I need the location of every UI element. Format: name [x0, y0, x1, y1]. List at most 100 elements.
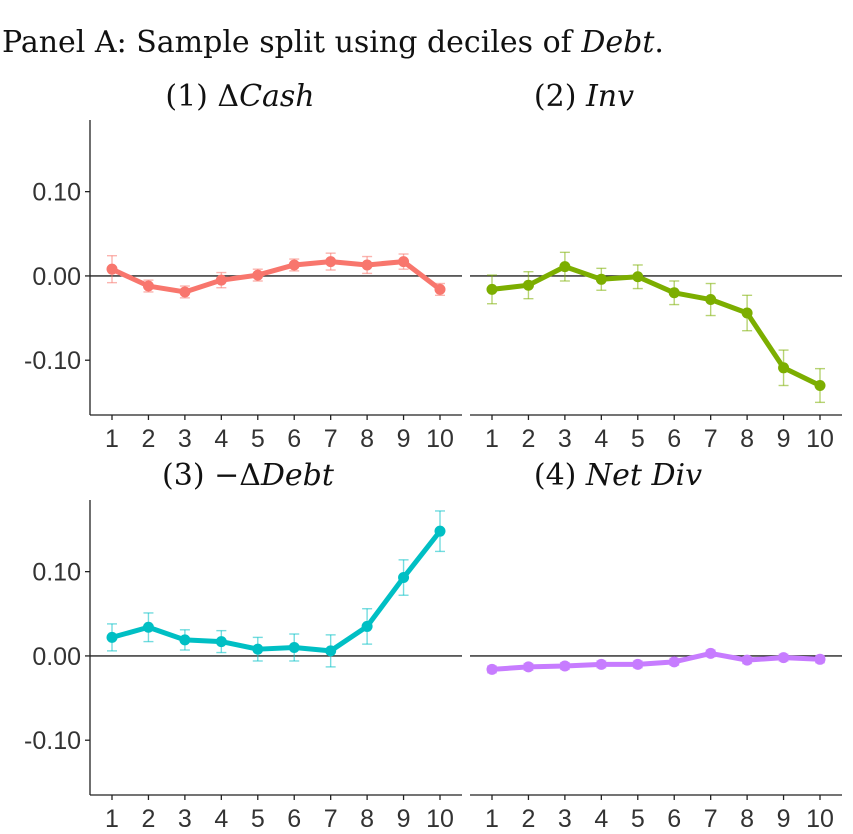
x-tick-label: 3 [178, 805, 192, 833]
panel-title-italic: Inv [585, 79, 634, 114]
data-point [398, 256, 410, 268]
x-tick-label: 8 [360, 425, 374, 453]
x-tick-label: 3 [558, 805, 572, 833]
data-point [632, 271, 644, 283]
data-point [288, 259, 300, 271]
panel-3: (3) −ΔDebt 0.10 0.00 -0.10 1 2 3 4 5 6 7 8 9 10 [24, 458, 462, 833]
y-tick-label: -0.10 [24, 727, 81, 755]
panel-title-italic: Net Div [585, 458, 702, 493]
data-point [741, 307, 753, 319]
x-tick-label: 10 [426, 425, 454, 453]
y-tick-label: 0.00 [32, 643, 81, 671]
data-point [106, 631, 118, 643]
panel-title-symbol: Δ [217, 79, 239, 114]
x-tick-label: 10 [806, 805, 834, 833]
x-tick-label: 2 [521, 805, 535, 833]
x-tick-label: 8 [740, 805, 754, 833]
panel-title: (2) Inv [534, 79, 634, 114]
x-tick-label: 7 [324, 805, 338, 833]
data-point [215, 636, 227, 648]
x-tick-label: 5 [631, 805, 645, 833]
panel-title: (3) −ΔDebt [162, 458, 335, 493]
figure-title-prefix: Panel A: Sample split using deciles of [2, 25, 581, 60]
series-line [109, 259, 443, 295]
x-tick-label: 6 [667, 805, 681, 833]
x-tick-label: 4 [594, 805, 608, 833]
data-point [778, 362, 790, 374]
data-point [486, 663, 498, 675]
panel-title: (4) Net Div [534, 458, 702, 493]
x-tick-label: 1 [485, 425, 499, 453]
y-tick-label: -0.10 [24, 347, 81, 375]
data-point [595, 658, 607, 670]
series-line [109, 528, 443, 654]
panel-title: (1) ΔCash [165, 79, 314, 114]
panel-title-prefix: (3) − [162, 458, 239, 493]
x-tick-label: 9 [777, 425, 791, 453]
data-point [215, 274, 227, 286]
x-tick-label: 4 [214, 805, 228, 833]
series-line [489, 650, 823, 672]
x-tick-label: 7 [704, 805, 718, 833]
x-tick-label: 4 [214, 425, 228, 453]
x-tick-label: 3 [178, 425, 192, 453]
x-tick-label: 9 [777, 805, 791, 833]
data-point [778, 652, 790, 664]
x-tick-label: 3 [558, 425, 572, 453]
x-tick-label: 9 [397, 425, 411, 453]
data-point [559, 660, 571, 672]
panel-title-prefix: (4) [534, 458, 586, 493]
x-tick-label: 1 [105, 425, 119, 453]
panel-4: (4) Net Div 1 2 3 4 5 6 7 8 9 10 [470, 458, 842, 833]
panel-title-prefix: (2) [534, 79, 586, 114]
data-point [325, 256, 337, 268]
data-point [486, 283, 498, 295]
data-point [814, 653, 826, 665]
y-tick-label: 0.10 [32, 179, 81, 207]
panel-title-prefix: (1) [165, 79, 217, 114]
data-point [705, 647, 717, 659]
data-point [325, 645, 337, 657]
data-point [522, 661, 534, 673]
x-tick-label: 2 [141, 425, 155, 453]
data-point [434, 283, 446, 295]
data-point [288, 642, 300, 653]
data-point [179, 286, 191, 298]
x-tick-label: 1 [485, 805, 499, 833]
figure-title: Panel A: Sample split using deciles of D… [2, 25, 664, 60]
x-tick-label: 1 [105, 805, 119, 833]
x-tick-label: 5 [631, 425, 645, 453]
y-tick-label: 0.10 [32, 559, 81, 587]
data-point [106, 263, 118, 275]
data-point [668, 656, 680, 668]
panel-1: (1) ΔCash 0.10 0.00 -0.10 1 2 3 4 5 6 7 8 9 10 [24, 79, 462, 453]
data-point [142, 621, 154, 633]
data-point [814, 380, 826, 391]
data-point [434, 525, 446, 537]
x-tick-label: 8 [360, 805, 374, 833]
x-tick-label: 10 [426, 805, 454, 833]
x-tick-label: 5 [251, 425, 265, 453]
data-point [668, 287, 680, 299]
y-tick-label: 0.00 [32, 263, 81, 291]
x-tick-label: 7 [324, 425, 338, 453]
x-tick-label: 6 [287, 425, 301, 453]
x-tick-label: 7 [704, 425, 718, 453]
x-tick-label: 5 [251, 805, 265, 833]
data-point [398, 572, 410, 584]
x-tick-label: 2 [521, 425, 535, 453]
data-point [559, 261, 571, 273]
data-point [361, 259, 373, 271]
x-tick-label: 6 [287, 805, 301, 833]
data-point [252, 269, 264, 281]
x-tick-label: 9 [397, 805, 411, 833]
data-point [522, 279, 534, 291]
data-point [252, 643, 264, 655]
x-tick-label: 2 [141, 805, 155, 833]
data-point [741, 654, 753, 666]
x-tick-label: 4 [594, 425, 608, 453]
data-point [705, 294, 717, 306]
series-line [489, 264, 823, 388]
panel-title-symbol: Δ [239, 458, 261, 493]
